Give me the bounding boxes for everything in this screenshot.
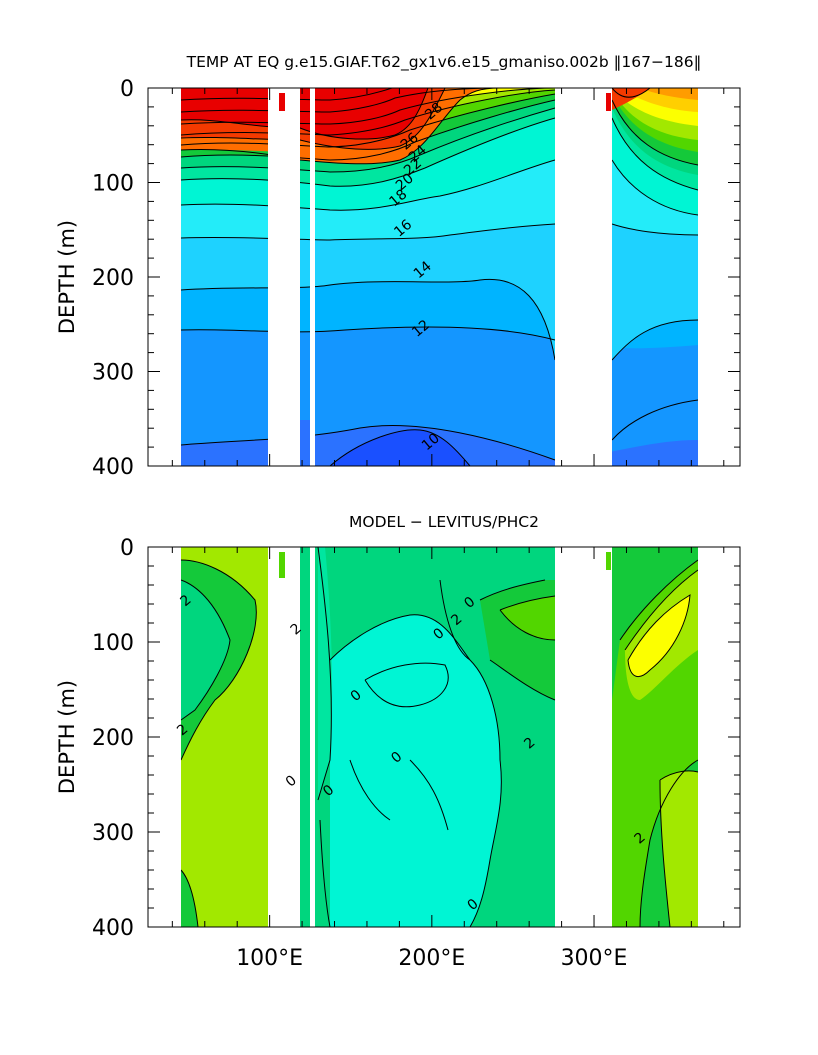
temp-island-2 (606, 93, 611, 111)
temp-island-1 (279, 93, 285, 111)
panel2-ticks: 0 100 200 300 400 100°E 200°E 300°E (92, 536, 740, 971)
y-tick-label: 300 (92, 361, 134, 386)
y-tick-label: 200 (92, 266, 134, 291)
diff-band-5 (181, 870, 198, 927)
diff-band-8 (318, 547, 333, 800)
y-tick-label: 100 (92, 172, 134, 197)
temp-contour-lines (180, 88, 699, 466)
temp-strait (300, 420, 310, 466)
y-tick-label: 0 (120, 536, 134, 561)
y-tick-label: 200 (92, 726, 134, 751)
panel2-title: MODEL − LEVITUS/PHC2 (349, 513, 539, 531)
diff-band-6 (330, 614, 502, 927)
x-tick-label: 300°E (561, 946, 628, 971)
temp-band-27 (181, 88, 428, 140)
temperature-panel: TEMP AT EQ g.e15.GIAF.T62_gx1v6.e15_gman… (55, 53, 741, 480)
diff-island-1 (279, 552, 285, 578)
diff-band-14 (628, 595, 690, 677)
panel1-title: TEMP AT EQ g.e15.GIAF.T62_gx1v6.e15_gman… (186, 53, 702, 72)
diff-band-10 (500, 596, 555, 640)
panel1-ticks: 0 100 200 300 400 (92, 77, 740, 480)
y-tick-label: 0 (120, 77, 134, 102)
diff-band-7 (365, 663, 449, 707)
temp-band-9 (330, 429, 470, 466)
temperature-field (148, 88, 740, 466)
y-tick-label: 300 (92, 821, 134, 846)
difference-panel: MODEL − LEVITUS/PHC2 (55, 513, 741, 971)
difference-field (148, 547, 740, 927)
panel2-ylabel: DEPTH (m) (55, 680, 79, 794)
panel1-ylabel: DEPTH (m) (55, 220, 79, 334)
y-tick-label: 400 (92, 455, 134, 480)
diff-contour-lines (180, 547, 699, 927)
diff-band-15 (660, 770, 698, 927)
diff-island-2 (606, 552, 611, 570)
x-tick-label: 200°E (398, 946, 465, 971)
x-tick-label: 100°E (236, 946, 303, 971)
y-tick-label: 100 (92, 631, 134, 656)
y-tick-label: 400 (92, 916, 134, 941)
